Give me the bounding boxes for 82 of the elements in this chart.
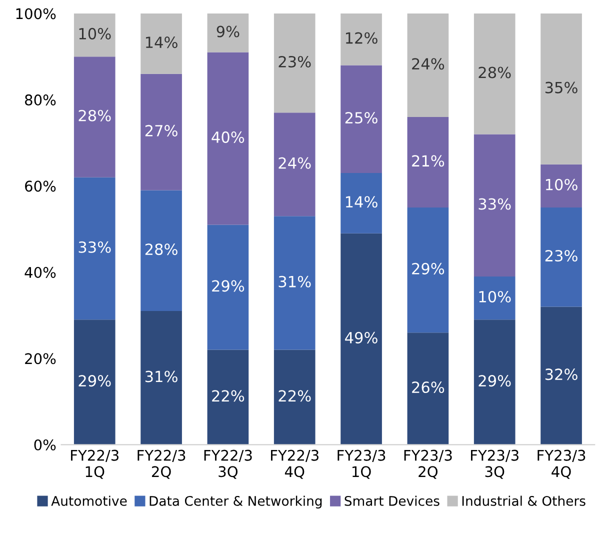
data-label: 29% [412, 262, 444, 274]
bar [274, 216, 316, 350]
legend-label: Data Center & Networking [150, 496, 322, 508]
x-tick-label: FY23/3 3Q [471, 450, 518, 479]
bar [74, 320, 116, 445]
bar [540, 164, 582, 208]
data-label: 25% [345, 112, 378, 124]
bar [140, 311, 182, 445]
data-label: 14% [346, 196, 378, 208]
data-label: 10% [79, 28, 111, 40]
data-label: 29% [78, 375, 111, 387]
y-tick-label: 80% [25, 94, 56, 106]
bar [207, 224, 249, 350]
data-label: 29% [212, 280, 244, 292]
data-label: 10% [546, 178, 578, 190]
bar [74, 13, 116, 57]
bar [407, 208, 449, 333]
y-tick-label: 100% [16, 8, 56, 20]
data-label: 27% [145, 124, 178, 136]
bar [140, 13, 182, 74]
bar [540, 306, 582, 445]
bar [274, 350, 316, 445]
data-label: 24% [412, 58, 444, 70]
bar [207, 52, 249, 225]
data-label: 10% [479, 290, 511, 302]
data-label: 31% [278, 276, 311, 288]
bar [207, 13, 249, 52]
data-label: 28% [478, 66, 511, 78]
legend-label: Smart Devices [344, 496, 440, 506]
bar [340, 65, 382, 174]
bar [340, 13, 382, 66]
data-label: 24% [278, 157, 311, 169]
x-tick-label: FY23/3 4Q [538, 450, 586, 479]
data-label: 22% [212, 390, 244, 402]
y-tick-label: 60% [25, 180, 56, 192]
data-label: 23% [278, 56, 311, 68]
bar [540, 13, 582, 164]
bar [407, 13, 449, 117]
x-tick-label: FY23/3 2Q [404, 450, 452, 479]
bar [74, 177, 116, 320]
data-label: 28% [145, 244, 178, 256]
data-label: 31% [145, 370, 178, 382]
data-label: 22% [278, 390, 311, 402]
y-tick-label: 40% [24, 266, 56, 278]
x-tick-label: FY22/3 1Q [71, 450, 118, 479]
bar [407, 332, 449, 445]
data-label: 29% [478, 375, 511, 387]
data-label: 12% [346, 32, 378, 44]
bar [540, 208, 582, 307]
x-tick-label: FY22/3 4Q [271, 450, 318, 479]
data-label: 28% [78, 110, 111, 122]
bar [140, 190, 182, 312]
data-label: 21% [412, 155, 444, 167]
bar [140, 74, 182, 190]
data-label: 33% [478, 198, 511, 210]
data-label: 32% [545, 368, 578, 380]
bar [474, 13, 516, 134]
data-label: 35% [545, 82, 578, 94]
bar [340, 173, 382, 234]
data-label: 40% [212, 131, 244, 143]
data-label: 14% [146, 36, 178, 48]
x-tick-label: FY22/3 3Q [204, 450, 252, 479]
bar [274, 13, 316, 113]
x-tick-label: FY23/3 1Q [338, 450, 386, 479]
bar [474, 320, 516, 445]
legend-label: Industrial & Others [462, 496, 586, 506]
data-label: 33% [78, 241, 111, 253]
data-label: 23% [545, 250, 578, 262]
data-label: 26% [412, 381, 444, 394]
legend-label: Automotive [51, 496, 127, 506]
y-tick-label: 20% [25, 353, 56, 364]
bar [407, 116, 449, 208]
bar [474, 134, 516, 277]
bar [474, 276, 516, 320]
y-tick-label: 0% [34, 439, 56, 450]
bar [274, 112, 316, 216]
bar [74, 56, 116, 178]
x-tick-label: FY22/3 2Q [138, 450, 186, 479]
bar [340, 233, 382, 445]
data-label: 49% [345, 332, 378, 344]
bar [207, 350, 249, 445]
data-label: 9% [216, 26, 240, 38]
